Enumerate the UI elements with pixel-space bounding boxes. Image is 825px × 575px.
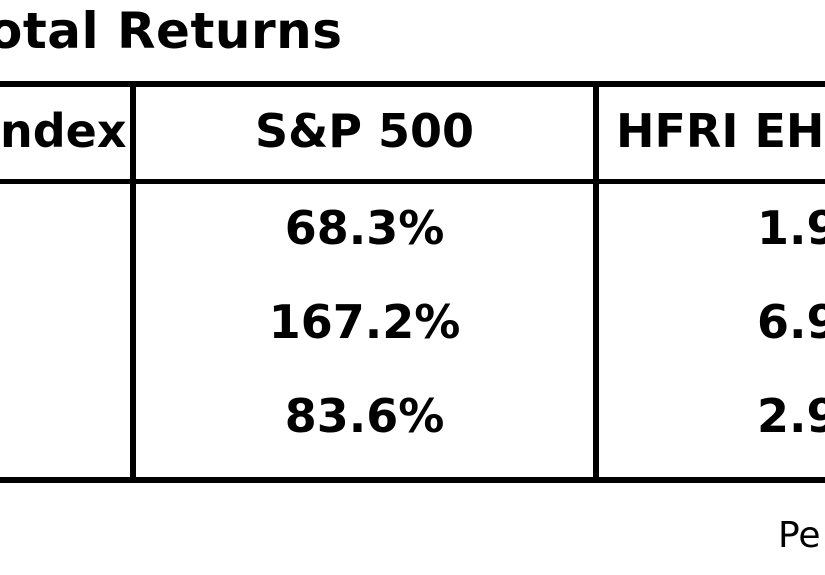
table-title: otal Returns [0, 2, 343, 60]
footer-note: Pe [778, 515, 821, 556]
column-divider [130, 81, 136, 483]
cell-hfri: 2.9 [757, 389, 825, 443]
header-sp500: S&P 500 [255, 104, 474, 158]
cell-hfri: 6.9 [757, 295, 825, 349]
table-frame [0, 81, 825, 483]
cell-sp500: 167.2% [268, 295, 461, 349]
column-divider [593, 81, 599, 483]
cell-sp500: 68.3% [284, 201, 445, 255]
cell-sp500: 83.6% [284, 389, 445, 443]
header-divider [0, 179, 825, 184]
header-index: ndex [0, 104, 127, 158]
cell-hfri: 1.9 [757, 201, 825, 255]
returns-table: ndex S&P 500 HFRI EH 68.3% 1.9 167.2% 6.… [0, 81, 825, 483]
header-hfri: HFRI EH [616, 104, 825, 158]
